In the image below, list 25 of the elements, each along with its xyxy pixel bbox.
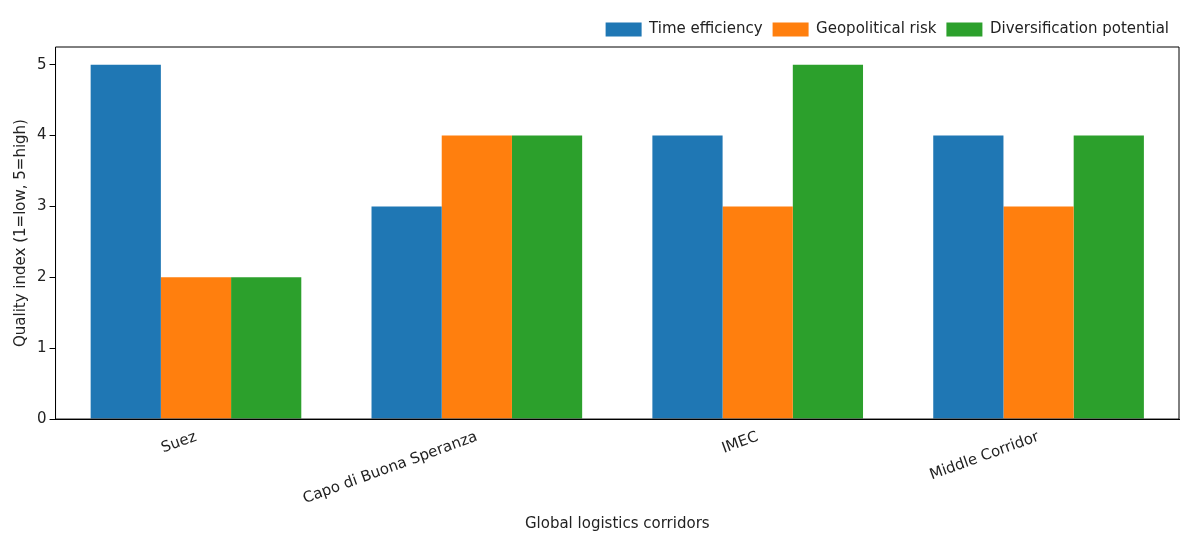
bar xyxy=(441,135,512,419)
y-tick-label: 3 xyxy=(37,196,47,215)
legend-label: Diversification potential xyxy=(989,19,1170,38)
bar xyxy=(933,135,1004,419)
y-tick-label: 5 xyxy=(37,54,47,73)
bar xyxy=(1003,206,1074,419)
bar xyxy=(722,206,793,419)
bar xyxy=(90,64,161,419)
legend-label: Time efficiency xyxy=(648,19,763,38)
x-tick-label: Suez xyxy=(158,426,199,457)
legend-label: Geopolitical risk xyxy=(816,19,937,38)
x-tick-label: IMEC xyxy=(719,427,761,457)
bar xyxy=(371,206,442,419)
y-tick-label: 0 xyxy=(37,408,47,427)
bar xyxy=(231,277,302,419)
bar xyxy=(511,135,583,419)
y-tick-label: 4 xyxy=(37,125,47,144)
y-tick-label: 2 xyxy=(37,267,47,286)
x-axis-title: Global logistics corridors xyxy=(524,513,710,532)
bar xyxy=(792,64,864,419)
y-axis-title: Quality index (1=low, 5=high) xyxy=(10,119,29,348)
bar xyxy=(1073,135,1144,419)
y-tick-label: 1 xyxy=(37,338,47,357)
bar xyxy=(652,135,723,419)
bar xyxy=(160,277,232,419)
